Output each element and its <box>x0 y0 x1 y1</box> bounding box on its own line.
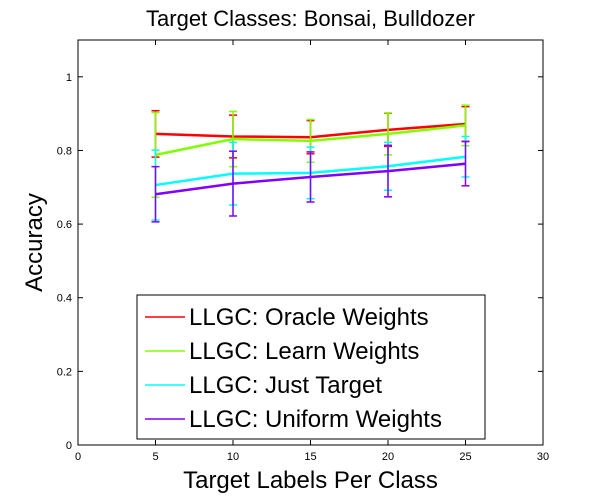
legend: LLGC: Oracle Weights LLGC: Learn Weights L… <box>136 294 486 440</box>
legend-label: LLGC: Oracle Weights <box>189 304 429 331</box>
x-tick-label: 10 <box>227 451 239 463</box>
legend-box <box>136 294 486 440</box>
y-tick-label: 0 <box>66 440 72 452</box>
y-tick-label: 0.2 <box>57 366 72 378</box>
chart-title: Target Classes: Bonsai, Bulldozer <box>146 6 475 31</box>
y-tick-label: 0.4 <box>57 293 72 305</box>
series-line <box>155 124 466 157</box>
series-line <box>155 162 466 196</box>
x-tick-label: 20 <box>382 451 394 463</box>
y-axis-label: Accuracy <box>21 193 48 292</box>
legend-label: LLGC: Uniform Weights <box>189 406 442 433</box>
series-4 <box>151 140 470 223</box>
x-tick-label: 0 <box>75 451 81 463</box>
y-tick-label: 0.6 <box>57 219 72 231</box>
legend-label: LLGC: Learn Weights <box>189 338 419 365</box>
x-tick-label: 30 <box>537 451 549 463</box>
x-axis-label: Target Labels Per Class <box>183 467 438 494</box>
x-tick-label: 15 <box>304 451 316 463</box>
x-tick-label: 5 <box>152 451 158 463</box>
y-tick-label: 1 <box>66 72 72 84</box>
legend-label: LLGC: Just Target <box>189 372 382 399</box>
y-tick-label: 0.8 <box>57 145 72 157</box>
x-tick-label: 25 <box>459 451 471 463</box>
